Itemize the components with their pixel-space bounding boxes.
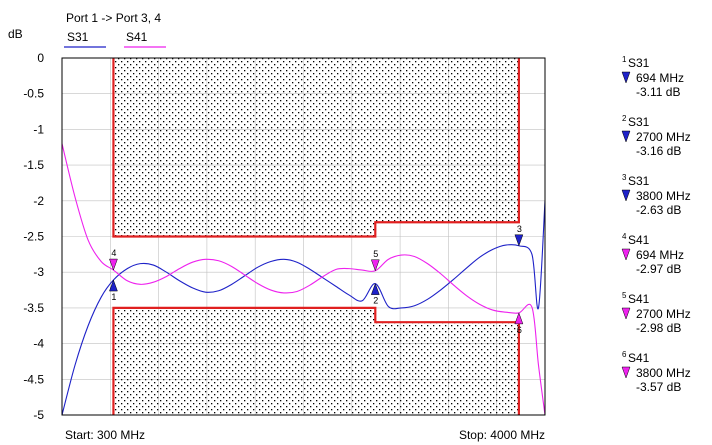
readout-4-frequency: 694 MHz [636, 248, 684, 262]
readout-2-value: -3.16 dB [636, 144, 681, 158]
marker-3-triangle [514, 234, 524, 247]
y-tick-label: -0.5 [23, 87, 44, 101]
legend: S31 S41 [64, 30, 166, 48]
y-tick-label: -1.5 [23, 158, 44, 172]
readout-6-frequency: 3800 MHz [636, 366, 691, 380]
readout-4-number: 4 [622, 232, 627, 241]
upper-limit-region [113, 58, 519, 237]
readout-1-value: -3.11 dB [636, 85, 680, 99]
traces [62, 143, 545, 415]
marker-4-triangle [109, 258, 118, 271]
marker-2-label: 2 [373, 296, 378, 306]
readout-4-trace: S41 [628, 233, 650, 247]
readout-6-number: 6 [622, 350, 627, 359]
markers: 1 2 3 4 5 6 [109, 224, 524, 335]
legend-s31-label: S31 [67, 30, 89, 44]
readout-3-trace: S31 [628, 174, 650, 188]
marker-6-triangle [514, 312, 524, 325]
y-tick-label: -2.5 [23, 230, 44, 244]
y-tick-labels: 0 -0.5 -1 -1.5 -2 -2.5 -3 -3.5 -4 -4.5 -5 [23, 51, 44, 422]
marker-5-triangle [370, 259, 380, 272]
readout-3-value: -2.63 dB [636, 203, 681, 217]
readout-2-icon [621, 130, 631, 143]
marker-5-label: 5 [373, 249, 378, 259]
lower-limit-region [113, 307, 519, 415]
readout-2-frequency: 2700 MHz [636, 130, 691, 144]
readout-5-value: -2.98 dB [636, 321, 681, 335]
y-tick-label: -3 [33, 265, 44, 279]
readout-5-number: 5 [622, 291, 627, 300]
marker-1-label: 1 [111, 292, 116, 302]
marker-2-triangle [370, 282, 380, 295]
readout-6-value: -3.57 dB [636, 380, 681, 394]
readout-6-trace: S41 [628, 351, 650, 365]
marker-6-label: 6 [517, 325, 522, 335]
readout-3-icon [621, 189, 631, 202]
y-axis-label: dB [8, 27, 23, 41]
readout-3-frequency: 3800 MHz [636, 189, 691, 203]
limit-regions [113, 58, 519, 415]
y-tick-label: -4 [33, 337, 44, 351]
readout-1-frequency: 694 MHz [636, 71, 684, 85]
readout-5-icon [621, 307, 631, 320]
trace-s41 [62, 143, 545, 415]
readout-4-icon [621, 248, 631, 261]
limit-lines [112, 58, 520, 415]
readout-6-icon [621, 366, 631, 379]
readout-1-number: 1 [622, 55, 627, 64]
readout-4-value: -2.97 dB [636, 262, 681, 276]
trace-s31 [62, 200, 545, 415]
readout-5-trace: S41 [628, 292, 650, 306]
readout-1-icon [621, 71, 631, 84]
readout-2-trace: S31 [628, 115, 650, 129]
legend-s41-label: S41 [126, 30, 148, 44]
chart-title: Port 1 -> Port 3, 4 [66, 11, 161, 25]
readout-2-number: 2 [622, 114, 627, 123]
plot-frame [61, 57, 546, 416]
y-tick-label: -4.5 [23, 372, 44, 386]
lower-limit-line [112, 306, 520, 415]
stop-frequency: Stop: 4000 MHz [459, 428, 545, 442]
upper-limit-line [112, 58, 520, 238]
marker-4-label: 4 [111, 248, 116, 258]
y-tick-label: -5 [33, 408, 44, 422]
start-frequency: Start: 300 MHz [65, 428, 145, 442]
marker-1-triangle [109, 279, 118, 292]
y-tick-label: -3.5 [23, 301, 44, 315]
y-tick-label: 0 [37, 51, 44, 65]
y-tick-label: -2 [33, 194, 44, 208]
readout-3-number: 3 [622, 173, 627, 182]
readout-5-frequency: 2700 MHz [636, 307, 691, 321]
readout-1-trace: S31 [628, 56, 650, 70]
marker-3-label: 3 [517, 224, 522, 234]
y-tick-label: -1 [33, 122, 44, 136]
